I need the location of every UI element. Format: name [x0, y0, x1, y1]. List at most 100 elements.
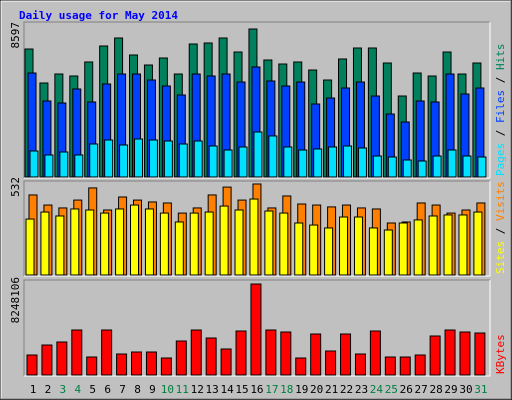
bar — [328, 146, 338, 178]
bar — [56, 341, 68, 376]
bar — [372, 155, 382, 178]
bar — [283, 146, 293, 178]
bar — [383, 229, 393, 276]
bar — [86, 356, 98, 376]
bar — [26, 354, 38, 376]
bar — [234, 209, 244, 276]
bar — [59, 151, 69, 178]
bar — [144, 208, 154, 276]
x-tick-label: 22 — [340, 383, 353, 396]
x-tick-label: 29 — [444, 383, 457, 396]
bar — [298, 149, 308, 178]
bar — [238, 146, 248, 178]
bar — [354, 353, 366, 376]
bar — [74, 154, 84, 178]
legend-entry: Files — [494, 90, 507, 123]
bar — [40, 211, 50, 276]
bar — [163, 140, 173, 178]
x-tick-label: 5 — [89, 383, 96, 396]
legend: Sites / Visits — [494, 181, 507, 274]
legend-entry: Pages — [494, 143, 507, 176]
bar — [70, 208, 80, 276]
bar — [148, 139, 158, 178]
bar — [219, 205, 229, 276]
bar — [474, 332, 486, 376]
x-tick-label: 9 — [149, 383, 156, 396]
bar — [100, 212, 110, 276]
bar — [264, 210, 274, 276]
bar — [71, 329, 83, 376]
x-tick-label: 27 — [415, 383, 428, 396]
bar — [250, 283, 262, 376]
y-tick-label: 8248106 — [9, 277, 22, 323]
bar — [85, 209, 95, 276]
bar — [310, 333, 322, 376]
bar — [399, 356, 411, 376]
bar — [477, 156, 487, 178]
bar — [265, 329, 277, 376]
bar — [429, 335, 441, 376]
bar — [104, 139, 114, 178]
y-tick-label: 532 — [9, 177, 22, 197]
panel-bevel — [24, 22, 491, 179]
legend-entry: Hits — [494, 44, 507, 71]
bar — [459, 331, 471, 376]
bar — [41, 344, 53, 376]
x-tick-label: 3 — [60, 383, 67, 396]
bar — [473, 211, 483, 276]
bar — [353, 216, 363, 276]
x-tick-label: 21 — [325, 383, 338, 396]
x-tick-label: 15 — [235, 383, 248, 396]
bar — [204, 211, 214, 276]
bar — [309, 224, 319, 276]
bar — [384, 356, 396, 376]
panel-bevel — [23, 180, 490, 276]
x-tick-label: 11 — [176, 383, 189, 396]
legend-separator: / — [494, 221, 507, 241]
bar — [324, 227, 334, 276]
bar — [134, 138, 144, 178]
bar — [174, 221, 184, 276]
x-tick-label: 31 — [474, 383, 487, 396]
panel-bevel — [23, 279, 490, 376]
bar — [89, 143, 99, 178]
bar — [444, 329, 456, 376]
bar — [357, 147, 367, 178]
x-tick-label: 4 — [74, 383, 81, 396]
bar — [368, 227, 378, 276]
bar — [205, 337, 217, 376]
x-tick-label: 13 — [206, 383, 219, 396]
bar — [119, 144, 129, 178]
bar — [220, 348, 232, 376]
panel-bevel — [24, 181, 491, 277]
bar — [178, 143, 188, 178]
bar — [249, 198, 259, 276]
x-tick-label: 8 — [134, 383, 141, 396]
x-tick-label: 19 — [295, 383, 308, 396]
bar — [223, 149, 233, 178]
x-tick-label: 17 — [265, 383, 278, 396]
bar — [116, 353, 128, 376]
bar — [235, 330, 247, 376]
legend: Pages / Files / Hits — [494, 44, 507, 177]
bar — [159, 212, 169, 276]
bar — [295, 357, 307, 376]
panel-bevel — [24, 280, 491, 377]
bar — [131, 351, 143, 376]
bar — [402, 159, 412, 178]
x-tick-label: 18 — [280, 383, 293, 396]
x-tick-label: 1 — [30, 383, 37, 396]
x-tick-label: 6 — [104, 383, 111, 396]
bar — [458, 214, 468, 276]
panel-bevel — [23, 21, 490, 178]
x-tick-label: 24 — [370, 383, 384, 396]
x-tick-label: 28 — [429, 383, 442, 396]
bar — [145, 351, 157, 376]
legend-entry: Visits — [494, 181, 507, 221]
bar — [115, 208, 125, 276]
x-tick-label: 10 — [161, 383, 174, 396]
bar — [190, 329, 202, 376]
